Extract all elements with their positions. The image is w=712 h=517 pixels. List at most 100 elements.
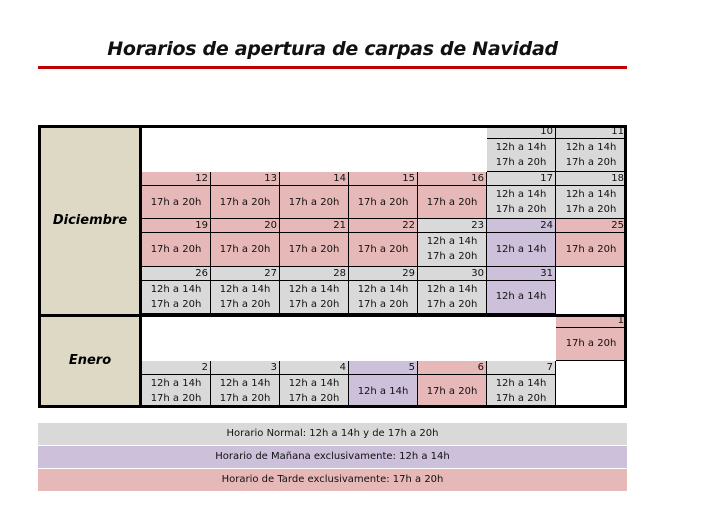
day-hours: 12h a 14h 17h a 20h bbox=[349, 280, 418, 314]
day-cell: 15 17h a 20h bbox=[349, 172, 418, 220]
day-cell: 30 12h a 14h 17h a 20h bbox=[418, 266, 487, 314]
day-hours: 12h a 14h 17h a 20h bbox=[487, 186, 556, 220]
day-cell: 22 17h a 20h bbox=[349, 219, 418, 267]
hours-line: 17h a 20h bbox=[495, 157, 547, 169]
month-label: Diciembre bbox=[38, 125, 142, 317]
day-hours: 17h a 20h bbox=[349, 186, 418, 220]
hours-line: 12h a 14h bbox=[565, 142, 617, 154]
day-hours: 17h a 20h bbox=[211, 186, 280, 220]
day-hours: 17h a 20h bbox=[142, 186, 211, 220]
day-number: 6 bbox=[418, 361, 487, 375]
hours-line: 17h a 20h bbox=[565, 338, 617, 350]
hours-line: 12h a 14h bbox=[495, 378, 547, 390]
day-number: 2 bbox=[142, 361, 211, 375]
day-hours: 17h a 20h bbox=[349, 233, 418, 267]
hours-line: 17h a 20h bbox=[565, 204, 617, 216]
hours-line: 17h a 20h bbox=[288, 243, 340, 255]
hours-line: 17h a 20h bbox=[150, 243, 202, 255]
day-hours: 17h a 20h bbox=[418, 186, 487, 220]
day-number: 3 bbox=[211, 361, 280, 375]
day-number: 17 bbox=[487, 172, 556, 187]
day-cell: 10 12h a 14h 17h a 20h bbox=[487, 125, 556, 173]
hours-line: 17h a 20h bbox=[150, 196, 202, 208]
legend-item-manana: Horario de Mañana exclusivamente: 12h a … bbox=[38, 446, 627, 468]
day-number: 30 bbox=[418, 266, 487, 281]
day-number: 21 bbox=[280, 219, 349, 234]
hours-line: 17h a 20h bbox=[219, 243, 271, 255]
day-cell: 23 12h a 14h 17h a 20h bbox=[418, 219, 487, 267]
day-hours: 12h a 14h 17h a 20h bbox=[556, 139, 627, 173]
hours-line: 12h a 14h bbox=[565, 189, 617, 201]
hours-line: 17h a 20h bbox=[219, 196, 271, 208]
day-hours: 12h a 14h 17h a 20h bbox=[487, 139, 556, 173]
hours-line: 17h a 20h bbox=[426, 298, 478, 310]
day-hours: 12h a 14h 17h a 20h bbox=[211, 280, 280, 314]
day-number: 28 bbox=[280, 266, 349, 281]
day-hours: 12h a 14h 17h a 20h bbox=[487, 375, 556, 409]
month-label: Enero bbox=[38, 313, 142, 409]
day-cell: 2 12h a 14h 17h a 20h bbox=[142, 361, 211, 409]
hours-line: 17h a 20h bbox=[426, 251, 478, 263]
hours-line: 17h a 20h bbox=[357, 243, 409, 255]
day-cell: 4 12h a 14h 17h a 20h bbox=[280, 361, 349, 409]
day-cell: 3 12h a 14h 17h a 20h bbox=[211, 361, 280, 409]
hours-line: 17h a 20h bbox=[219, 298, 271, 310]
hours-line: 12h a 14h bbox=[495, 142, 547, 154]
day-number: 26 bbox=[142, 266, 211, 281]
hours-line: 17h a 20h bbox=[288, 298, 340, 310]
hours-line: 17h a 20h bbox=[357, 196, 409, 208]
hours-line: 17h a 20h bbox=[495, 204, 547, 216]
day-number: 15 bbox=[349, 172, 418, 187]
day-cell: 29 12h a 14h 17h a 20h bbox=[349, 266, 418, 314]
hours-line: 17h a 20h bbox=[565, 157, 617, 169]
day-cell: 19 17h a 20h bbox=[142, 219, 211, 267]
day-number: 7 bbox=[487, 361, 556, 375]
day-cell: 20 17h a 20h bbox=[211, 219, 280, 267]
hours-line: 12h a 14h bbox=[288, 378, 340, 390]
hours-line: 12h a 14h bbox=[219, 378, 271, 390]
day-cell: 11 12h a 14h 17h a 20h bbox=[556, 125, 627, 173]
day-hours: 12h a 14h 17h a 20h bbox=[556, 186, 627, 220]
day-hours: 17h a 20h bbox=[418, 375, 487, 409]
hours-line: 17h a 20h bbox=[426, 385, 478, 397]
hours-line: 12h a 14h bbox=[288, 283, 340, 295]
hours-line: 17h a 20h bbox=[288, 393, 340, 405]
legend-item-normal: Horario Normal: 12h a 14h y de 17h a 20h bbox=[38, 423, 627, 445]
day-hours: 12h a 14h bbox=[487, 280, 556, 314]
day-number: 20 bbox=[211, 219, 280, 234]
day-hours: 17h a 20h bbox=[142, 233, 211, 267]
day-number: 10 bbox=[487, 125, 556, 139]
day-hours: 12h a 14h 17h a 20h bbox=[211, 375, 280, 409]
hours-line: 12h a 14h bbox=[357, 385, 409, 397]
day-number: 24 bbox=[487, 219, 556, 234]
day-hours: 12h a 14h bbox=[349, 375, 418, 409]
day-hours: 17h a 20h bbox=[280, 186, 349, 220]
day-hours: 12h a 14h 17h a 20h bbox=[418, 233, 487, 267]
day-cell: 18 12h a 14h 17h a 20h bbox=[556, 172, 627, 220]
day-hours: 12h a 14h 17h a 20h bbox=[418, 280, 487, 314]
hours-line: 17h a 20h bbox=[219, 393, 271, 405]
day-number: 11 bbox=[556, 125, 627, 139]
hours-line: 12h a 14h bbox=[495, 189, 547, 201]
day-hours: 17h a 20h bbox=[280, 233, 349, 267]
day-number: 25 bbox=[556, 219, 627, 234]
hours-line: 12h a 14h bbox=[357, 283, 409, 295]
hours-line: 17h a 20h bbox=[565, 243, 617, 255]
day-cell: 14 17h a 20h bbox=[280, 172, 349, 220]
day-number: 22 bbox=[349, 219, 418, 234]
hours-line: 12h a 14h bbox=[495, 291, 547, 303]
day-cell: 17 12h a 14h 17h a 20h bbox=[487, 172, 556, 220]
hours-line: 17h a 20h bbox=[357, 298, 409, 310]
day-cell: 7 12h a 14h 17h a 20h bbox=[487, 361, 556, 409]
day-number: 19 bbox=[142, 219, 211, 234]
page-title: Horarios de apertura de carpas de Navida… bbox=[107, 38, 558, 60]
day-cell: 13 17h a 20h bbox=[211, 172, 280, 220]
day-hours: 17h a 20h bbox=[211, 233, 280, 267]
day-hours: 12h a 14h 17h a 20h bbox=[142, 280, 211, 314]
title-underline bbox=[38, 66, 627, 69]
day-hours: 12h a 14h bbox=[487, 233, 556, 267]
day-hours: 12h a 14h 17h a 20h bbox=[280, 280, 349, 314]
hours-line: 17h a 20h bbox=[288, 196, 340, 208]
day-hours: 12h a 14h 17h a 20h bbox=[280, 375, 349, 409]
